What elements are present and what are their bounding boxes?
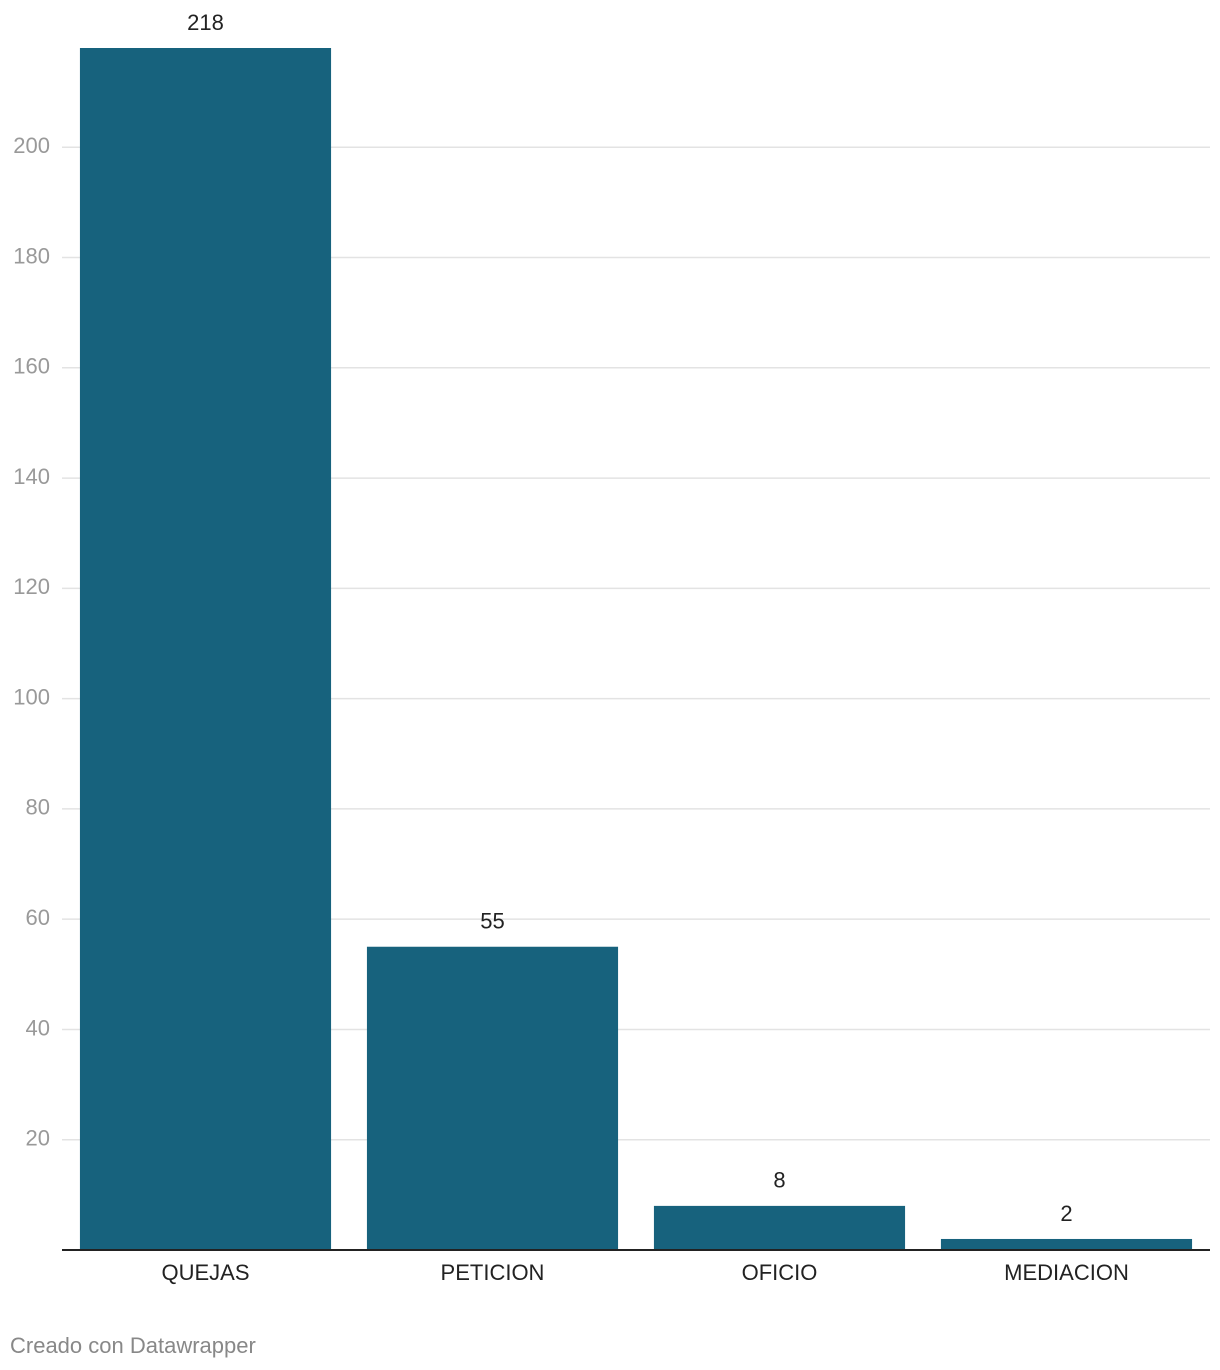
x-tick-label: PETICION (441, 1260, 545, 1285)
bar (366, 946, 619, 1250)
value-label: 2 (1060, 1201, 1072, 1226)
value-label: 55 (480, 909, 504, 934)
y-tick-label: 200 (13, 133, 50, 158)
y-tick-label: 180 (13, 243, 50, 268)
y-tick-label: 20 (26, 1126, 50, 1151)
y-tick-label: 60 (26, 905, 50, 930)
y-tick-label: 140 (13, 464, 50, 489)
x-tick-label: OFICIO (742, 1260, 818, 1285)
y-tick-label: 100 (13, 684, 50, 709)
y-tick-label: 120 (13, 574, 50, 599)
value-label: 218 (187, 10, 224, 35)
x-tick-label: QUEJAS (161, 1260, 249, 1285)
y-tick-label: 160 (13, 354, 50, 379)
bar (79, 48, 332, 1250)
x-tick-label: MEDIACION (1004, 1260, 1129, 1285)
bar (940, 1238, 1193, 1250)
y-tick-label: 40 (26, 1015, 50, 1040)
footer: Creado con Datawrapper (10, 1333, 256, 1358)
y-tick-label: 80 (26, 795, 50, 820)
value-label: 8 (773, 1168, 785, 1193)
bar (653, 1205, 906, 1250)
